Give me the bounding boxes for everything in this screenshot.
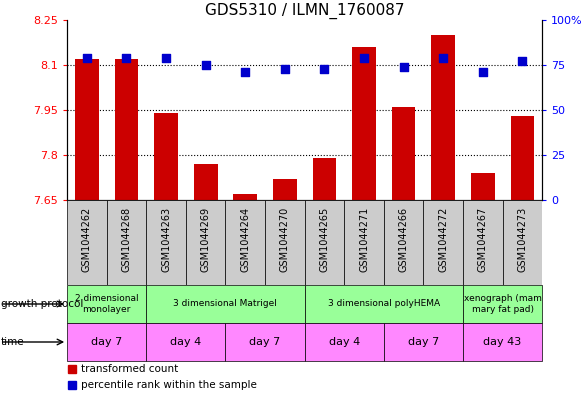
- Text: GSM1044263: GSM1044263: [161, 207, 171, 272]
- Bar: [273, 179, 297, 200]
- Text: 3 dimensional Matrigel: 3 dimensional Matrigel: [174, 299, 278, 309]
- Bar: [463, 200, 503, 285]
- Bar: [392, 107, 416, 200]
- Bar: [67, 200, 107, 285]
- Text: GSM1044265: GSM1044265: [319, 207, 329, 272]
- Text: transformed count: transformed count: [81, 364, 178, 374]
- Bar: [431, 35, 455, 200]
- Text: GSM1044264: GSM1044264: [240, 207, 250, 272]
- Bar: [114, 59, 138, 200]
- Point: [82, 55, 92, 61]
- Bar: [186, 200, 226, 285]
- Point: [399, 64, 408, 70]
- Text: GSM1044271: GSM1044271: [359, 207, 369, 272]
- Bar: [265, 200, 304, 285]
- Bar: [146, 285, 304, 323]
- Bar: [352, 47, 376, 200]
- Text: percentile rank within the sample: percentile rank within the sample: [81, 380, 257, 390]
- Bar: [423, 200, 463, 285]
- Bar: [384, 200, 423, 285]
- Bar: [226, 200, 265, 285]
- Text: GSM1044272: GSM1044272: [438, 207, 448, 272]
- Bar: [233, 194, 257, 200]
- Bar: [312, 158, 336, 200]
- Bar: [503, 200, 542, 285]
- Text: GSM1044270: GSM1044270: [280, 207, 290, 272]
- Text: GSM1044268: GSM1044268: [121, 207, 131, 272]
- Point: [241, 69, 250, 75]
- Point: [280, 66, 290, 72]
- Text: day 7: day 7: [408, 337, 439, 347]
- Text: growth protocol: growth protocol: [1, 299, 83, 309]
- Bar: [107, 200, 146, 285]
- Bar: [146, 323, 226, 361]
- Text: day 4: day 4: [329, 337, 360, 347]
- Text: time: time: [1, 337, 25, 347]
- Title: GDS5310 / ILMN_1760087: GDS5310 / ILMN_1760087: [205, 2, 405, 18]
- Text: day 7: day 7: [91, 337, 122, 347]
- Point: [161, 55, 171, 61]
- Bar: [304, 200, 344, 285]
- Bar: [194, 164, 217, 200]
- Bar: [67, 323, 146, 361]
- Point: [518, 58, 527, 64]
- Point: [438, 55, 448, 61]
- Text: GSM1044262: GSM1044262: [82, 207, 92, 272]
- Point: [201, 62, 210, 68]
- Bar: [67, 285, 146, 323]
- Bar: [226, 323, 304, 361]
- Bar: [146, 200, 186, 285]
- Bar: [304, 285, 463, 323]
- Bar: [344, 200, 384, 285]
- Point: [478, 69, 487, 75]
- Bar: [75, 59, 99, 200]
- Text: 3 dimensional polyHEMA: 3 dimensional polyHEMA: [328, 299, 440, 309]
- Text: GSM1044273: GSM1044273: [517, 207, 528, 272]
- Bar: [463, 323, 542, 361]
- Bar: [384, 323, 463, 361]
- Text: day 43: day 43: [483, 337, 522, 347]
- Text: GSM1044269: GSM1044269: [201, 207, 210, 272]
- Text: 2 dimensional
monolayer: 2 dimensional monolayer: [75, 294, 138, 314]
- Text: day 7: day 7: [250, 337, 280, 347]
- Point: [122, 55, 131, 61]
- Point: [319, 66, 329, 72]
- Point: [359, 55, 368, 61]
- Bar: [304, 323, 384, 361]
- Text: GSM1044266: GSM1044266: [399, 207, 409, 272]
- Text: xenograph (mam
mary fat pad): xenograph (mam mary fat pad): [463, 294, 542, 314]
- Bar: [511, 116, 534, 200]
- Text: day 4: day 4: [170, 337, 202, 347]
- Bar: [154, 113, 178, 200]
- Bar: [471, 173, 494, 200]
- Text: GSM1044267: GSM1044267: [478, 207, 488, 272]
- Bar: [463, 285, 542, 323]
